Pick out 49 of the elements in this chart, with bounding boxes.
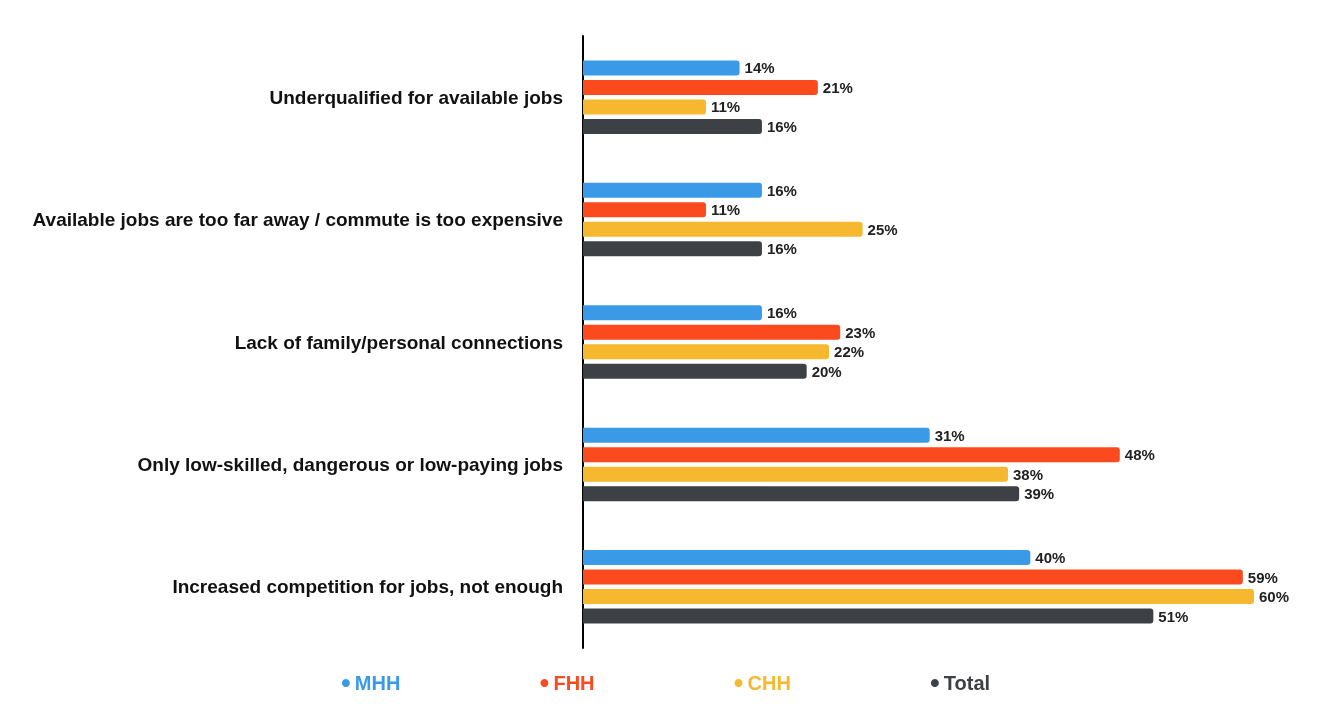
y-tick-label: Lack of family/personal connections <box>234 331 563 353</box>
y-tick-label: Increased competition for jobs, not enough <box>172 576 563 598</box>
bar <box>583 324 841 340</box>
bar <box>583 466 1008 482</box>
bar <box>583 221 863 237</box>
bar <box>583 182 762 198</box>
data-label: 14% <box>744 59 775 77</box>
bar <box>583 363 807 379</box>
bar <box>583 99 707 115</box>
data-label: 40% <box>1035 549 1066 567</box>
legend-label: CHH <box>747 672 791 694</box>
bar <box>583 608 1154 624</box>
data-label: 11% <box>711 98 741 116</box>
bar <box>583 202 707 218</box>
data-label: 16% <box>766 181 797 199</box>
data-label: 51% <box>1158 607 1189 625</box>
y-tick-label: Available jobs are too far away / commute is too expensive <box>32 209 563 231</box>
data-label: 16% <box>766 117 797 135</box>
data-label: 16% <box>766 304 797 322</box>
data-label: 22% <box>834 343 865 361</box>
bar <box>583 486 1020 502</box>
bar <box>583 79 818 95</box>
bar <box>583 118 762 134</box>
data-label: 39% <box>1024 485 1055 503</box>
bar <box>583 589 1254 605</box>
bar <box>583 241 762 257</box>
y-tick-label: Underqualified for available jobs <box>269 86 563 108</box>
bar <box>583 550 1031 566</box>
data-label: 31% <box>934 426 965 444</box>
bar <box>583 60 740 76</box>
bar <box>583 344 830 360</box>
data-label: 23% <box>845 323 876 341</box>
legend-label: MHH <box>354 672 401 694</box>
data-label: 20% <box>811 362 842 380</box>
bar <box>583 569 1243 585</box>
data-label: 11% <box>711 201 741 219</box>
data-label: 25% <box>867 220 898 238</box>
legend-label: Total <box>943 672 991 694</box>
bar <box>583 447 1120 463</box>
y-tick-label: Only low-skilled, dangerous or low-paying jobs <box>137 453 563 475</box>
data-label: 38% <box>1012 465 1043 483</box>
data-label: 60% <box>1259 588 1290 606</box>
data-label: 48% <box>1124 446 1155 464</box>
data-label: 59% <box>1247 568 1278 586</box>
data-label: 16% <box>766 240 797 258</box>
data-label: 21% <box>822 78 853 96</box>
bar <box>583 427 930 443</box>
bar <box>583 305 762 321</box>
legend-label: FHH <box>553 672 595 694</box>
